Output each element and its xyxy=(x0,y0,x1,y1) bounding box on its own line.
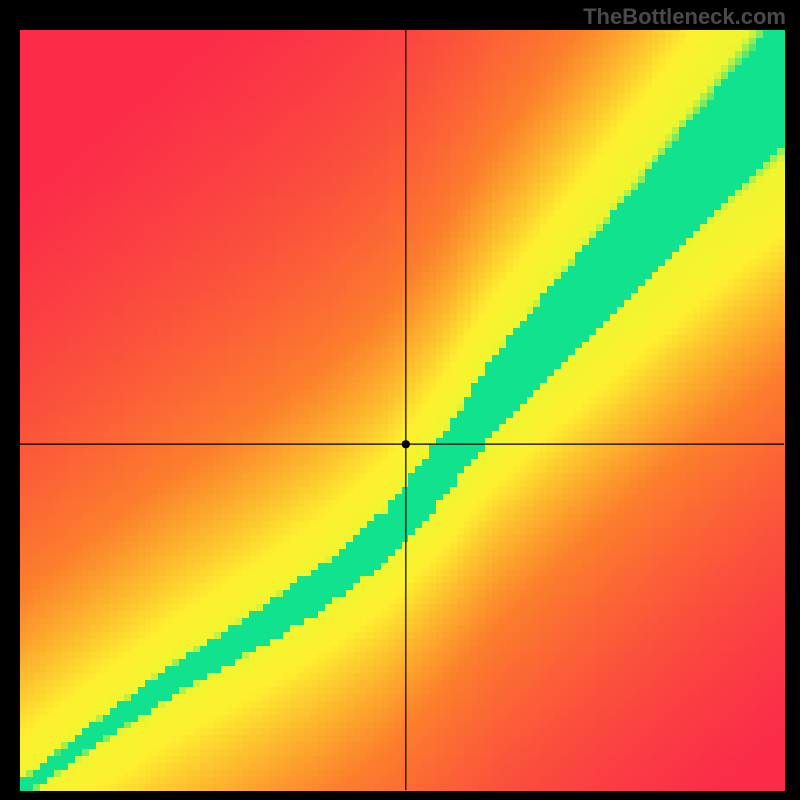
watermark-text: TheBottleneck.com xyxy=(583,4,786,30)
chart-container: TheBottleneck.com xyxy=(0,0,800,800)
bottleneck-heatmap xyxy=(0,0,800,800)
